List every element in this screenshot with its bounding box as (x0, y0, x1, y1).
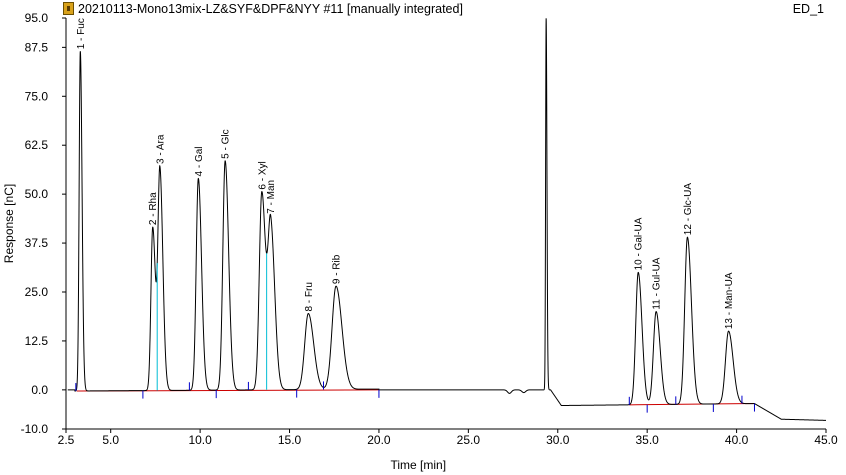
x-tick-label: 2.5 (58, 433, 75, 447)
y-tick-label: 75.0 (25, 89, 49, 103)
y-tick-label: 37.5 (25, 236, 49, 250)
x-axis-ticks: 2.5 5.0 10.0 15.0 20.0 25.0 30.0 35.0 40.0 45.0 (58, 429, 838, 447)
y-axis-ticks: 95.0 87.5 75.0 62.5 50.0 37.5 25.0 12.5 0.0 -10.0 (21, 11, 66, 436)
y-tick-label: -10.0 (21, 422, 49, 436)
title-bar: 20210113-Mono13mix-LZ&SYF&DPF&NYY #11 [m… (0, 0, 846, 18)
peak-label: 11 - Gul-UA (652, 257, 663, 309)
peak-label: 10 - Gal-UA (634, 217, 645, 270)
peak-label: 9 - Rib (332, 254, 343, 284)
x-tick-label: 40.0 (725, 433, 749, 447)
channel-label: ED_1 (792, 2, 824, 16)
plot-area: 1 - Fuc 2 - Rha 3 - Ara 4 - Gal 5 - Glc 6 - X… (67, 18, 827, 421)
chromatogram-trace (67, 18, 827, 421)
y-axis-title: Response [nC] (2, 184, 16, 263)
x-tick-label: 5.0 (102, 433, 119, 447)
chromatogram-title: 20210113-Mono13mix-LZ&SYF&DPF&NYY #11 [m… (78, 2, 463, 16)
y-tick-label: 62.5 (25, 138, 49, 152)
axes: 2.5 5.0 10.0 15.0 20.0 25.0 30.0 35.0 40.0 45.0 9… (21, 11, 838, 447)
peak-label: 5 - Glc (221, 129, 232, 158)
peak-label: 12 - Glc-UA (683, 183, 694, 236)
peak-label: 13 - Man-UA (724, 272, 735, 329)
peak-label: 1 - Fuc (76, 18, 87, 49)
y-tick-label: 0.0 (31, 383, 48, 397)
chromatogram-icon (63, 2, 74, 15)
x-tick-label: 10.0 (188, 433, 212, 447)
y-tick-label: 12.5 (25, 334, 49, 348)
x-tick-label: 35.0 (635, 433, 659, 447)
x-tick-label: 20.0 (367, 433, 391, 447)
x-tick-label: 30.0 (546, 433, 570, 447)
integration-baseline (629, 403, 755, 406)
x-tick-label: 25.0 (457, 433, 481, 447)
x-tick-label: 15.0 (278, 433, 302, 447)
x-tick-label: 45.0 (814, 433, 838, 447)
y-tick-label: 95.0 (25, 11, 49, 25)
peak-label: 7 - Man (266, 180, 277, 214)
y-tick-label: 25.0 (25, 285, 49, 299)
peak-label: 6 - Xyl (257, 161, 268, 189)
peak-label: 4 - Gal (194, 146, 205, 176)
peak-label: 8 - Fru (304, 282, 315, 311)
y-tick-label: 50.0 (25, 187, 49, 201)
y-tick-label: 87.5 (25, 40, 49, 54)
peak-label: 3 - Ara (155, 134, 166, 164)
peak-label: 2 - Rha (148, 192, 159, 225)
x-axis-title: Time [min] (391, 458, 447, 472)
